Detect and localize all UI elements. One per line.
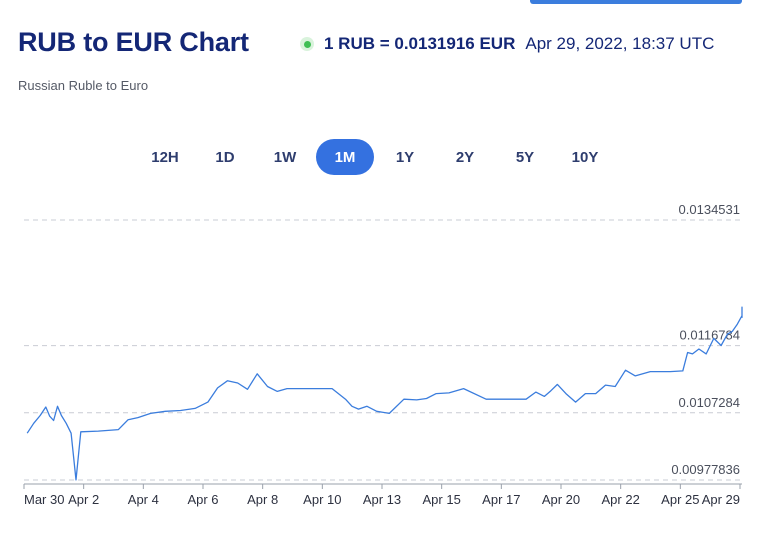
x-tick-label: Apr 10 [303, 492, 341, 507]
page-title: RUB to EUR Chart [18, 27, 249, 57]
x-tick-label: Apr 4 [128, 492, 159, 507]
live-rate: 1 RUB = 0.0131916 EUR Apr 29, 2022, 18:3… [300, 34, 714, 54]
x-tick-label: Apr 22 [602, 492, 640, 507]
tab-5y[interactable]: 5Y [496, 139, 554, 175]
exchange-rate-chart[interactable]: 0.0134531 0.0116784 0.0107284 0.00977836 Mar… [0, 190, 768, 534]
y-tick-label: 0.00977836 [671, 462, 740, 477]
rate-line-series [26, 306, 743, 481]
x-tick-label: Apr 29 [702, 492, 740, 507]
rate-timestamp: Apr 29, 2022, 18:37 UTC [525, 34, 715, 53]
top-accent-strip [530, 0, 742, 4]
rate-text: 1 RUB = 0.0131916 EUR [324, 34, 516, 53]
x-tick-label: Apr 20 [542, 492, 580, 507]
tab-1m[interactable]: 1M [316, 139, 374, 175]
tab-1y[interactable]: 1Y [376, 139, 434, 175]
x-tick-label: Mar 30 [24, 492, 64, 507]
y-tick-label: 0.0134531 [679, 202, 740, 217]
y-tick-label: 0.0107284 [679, 395, 740, 410]
x-tick-label: Apr 2 [68, 492, 99, 507]
page-subtitle: Russian Ruble to Euro [18, 78, 149, 93]
tab-2y[interactable]: 2Y [436, 139, 494, 175]
x-tick-label: Apr 17 [482, 492, 520, 507]
x-tick-label: Apr 15 [423, 492, 461, 507]
tab-1d[interactable]: 1D [196, 139, 254, 175]
tab-12h[interactable]: 12H [136, 139, 194, 175]
x-tick-label: Apr 8 [247, 492, 278, 507]
timeframe-tabs: 12H 1D 1W 1M 1Y 2Y 5Y 10Y [136, 139, 616, 175]
tab-1w[interactable]: 1W [256, 139, 314, 175]
x-tick-label: Apr 6 [187, 492, 218, 507]
x-tick-label: Apr 25 [661, 492, 699, 507]
live-indicator-icon [300, 37, 314, 51]
y-tick-label: 0.0116784 [680, 328, 741, 343]
x-tick-label: Apr 13 [363, 492, 401, 507]
tab-10y[interactable]: 10Y [556, 139, 614, 175]
